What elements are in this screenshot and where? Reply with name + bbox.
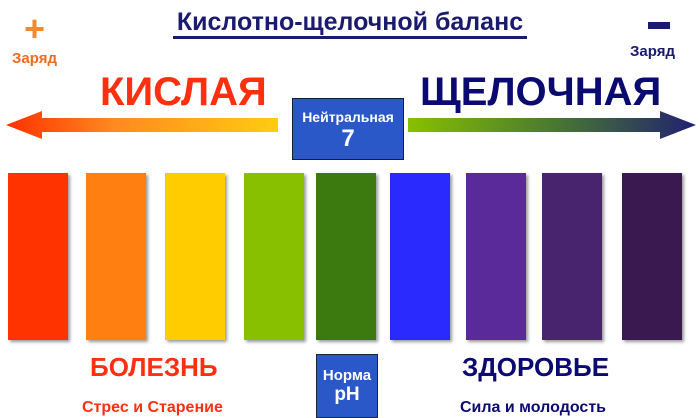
ph-bar (86, 173, 146, 340)
arrows (6, 111, 696, 139)
negative-charge-label: Заряд (630, 43, 675, 60)
health-label: ЗДОРОВЬЕ (462, 352, 610, 382)
ph-bar (165, 173, 225, 340)
ph-bar (542, 173, 602, 340)
ph-bar (390, 173, 450, 340)
health-subtitle: Сила и молодость (460, 399, 606, 416)
acid-label: КИСЛАЯ (100, 70, 267, 114)
acid-arrow (6, 111, 278, 139)
alkaline-arrow (408, 111, 696, 139)
ph-bar (8, 173, 68, 340)
minus-icon (648, 22, 670, 29)
positive-charge-label: Заряд (12, 50, 57, 67)
plus-icon: + (24, 8, 46, 49)
disease-subtitle: Стрес и Старение (82, 399, 223, 416)
ph-bar (316, 173, 376, 340)
norm-ph-box: Норма pH (316, 354, 378, 418)
ph-bar (622, 173, 682, 340)
page-title: Кислотно-щелочной баланс (0, 8, 700, 39)
ph-bar (244, 173, 304, 340)
disease-label: БОЛЕЗНЬ (90, 352, 218, 382)
alkaline-label: ЩЕЛОЧНАЯ (420, 70, 662, 114)
neutral-box: Нейтральная 7 (292, 98, 404, 160)
ph-bar (466, 173, 526, 340)
